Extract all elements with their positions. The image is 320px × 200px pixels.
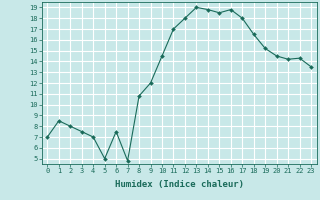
X-axis label: Humidex (Indice chaleur): Humidex (Indice chaleur) [115, 180, 244, 189]
